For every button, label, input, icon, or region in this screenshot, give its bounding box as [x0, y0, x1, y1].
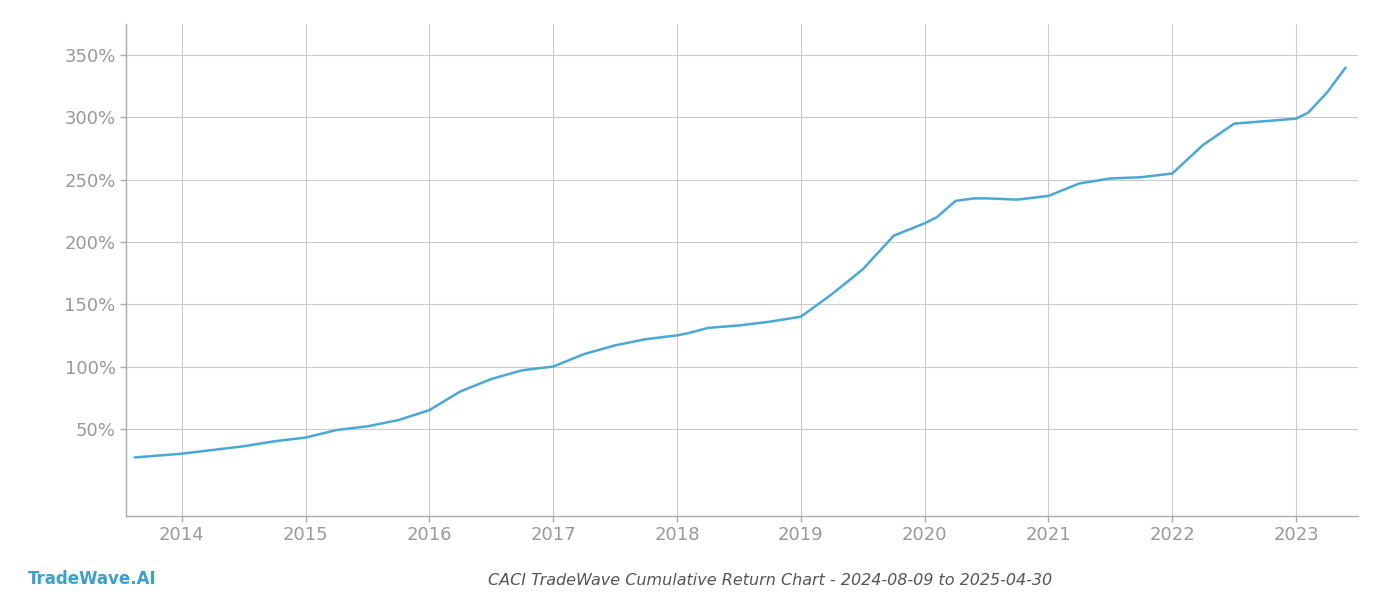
Text: TradeWave.AI: TradeWave.AI: [28, 570, 157, 588]
Text: CACI TradeWave Cumulative Return Chart - 2024-08-09 to 2025-04-30: CACI TradeWave Cumulative Return Chart -…: [489, 573, 1051, 588]
